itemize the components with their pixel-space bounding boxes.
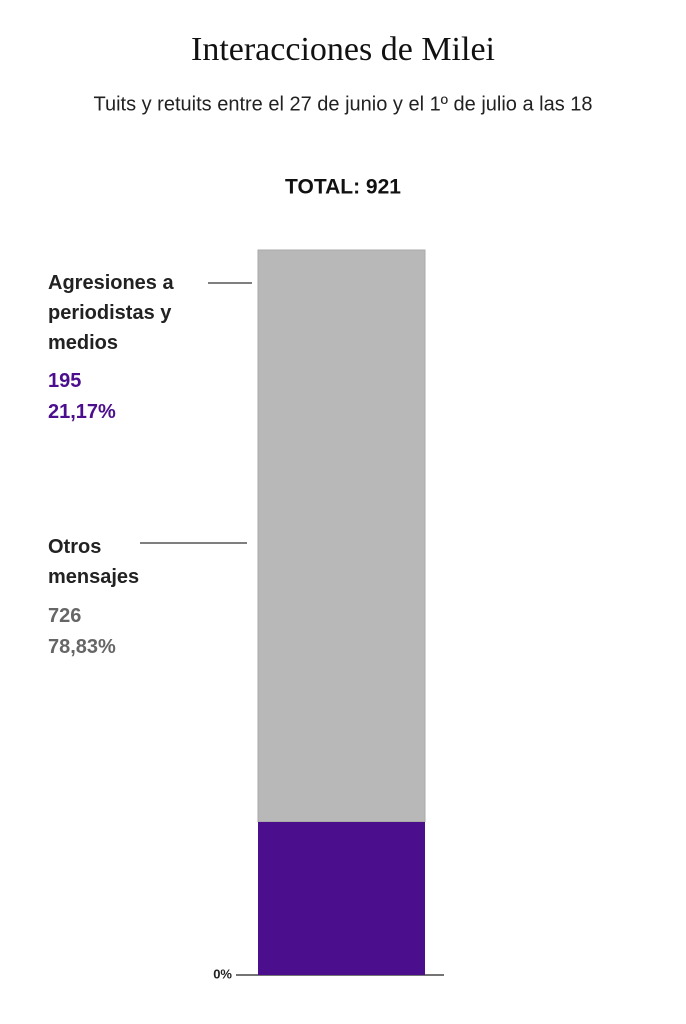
total-label: TOTAL: 921 — [285, 176, 401, 199]
bar-segment — [258, 821, 425, 975]
value-label: 726 — [48, 605, 82, 627]
y-tick-label: 0% — [213, 966, 232, 981]
share-label: 21,17% — [48, 401, 116, 423]
chart-title: Interacciones de Milei — [191, 31, 495, 68]
bar-segment — [257, 249, 426, 822]
chart-subtitle: Tuits y retuits entre el 27 de junio y e… — [93, 93, 592, 115]
share-label: 78,83% — [48, 636, 116, 658]
series-label: Agresiones a periodistas y medios — [48, 272, 174, 354]
series-label: Otros mensajes — [48, 536, 140, 588]
value-label: 195 — [48, 370, 82, 392]
